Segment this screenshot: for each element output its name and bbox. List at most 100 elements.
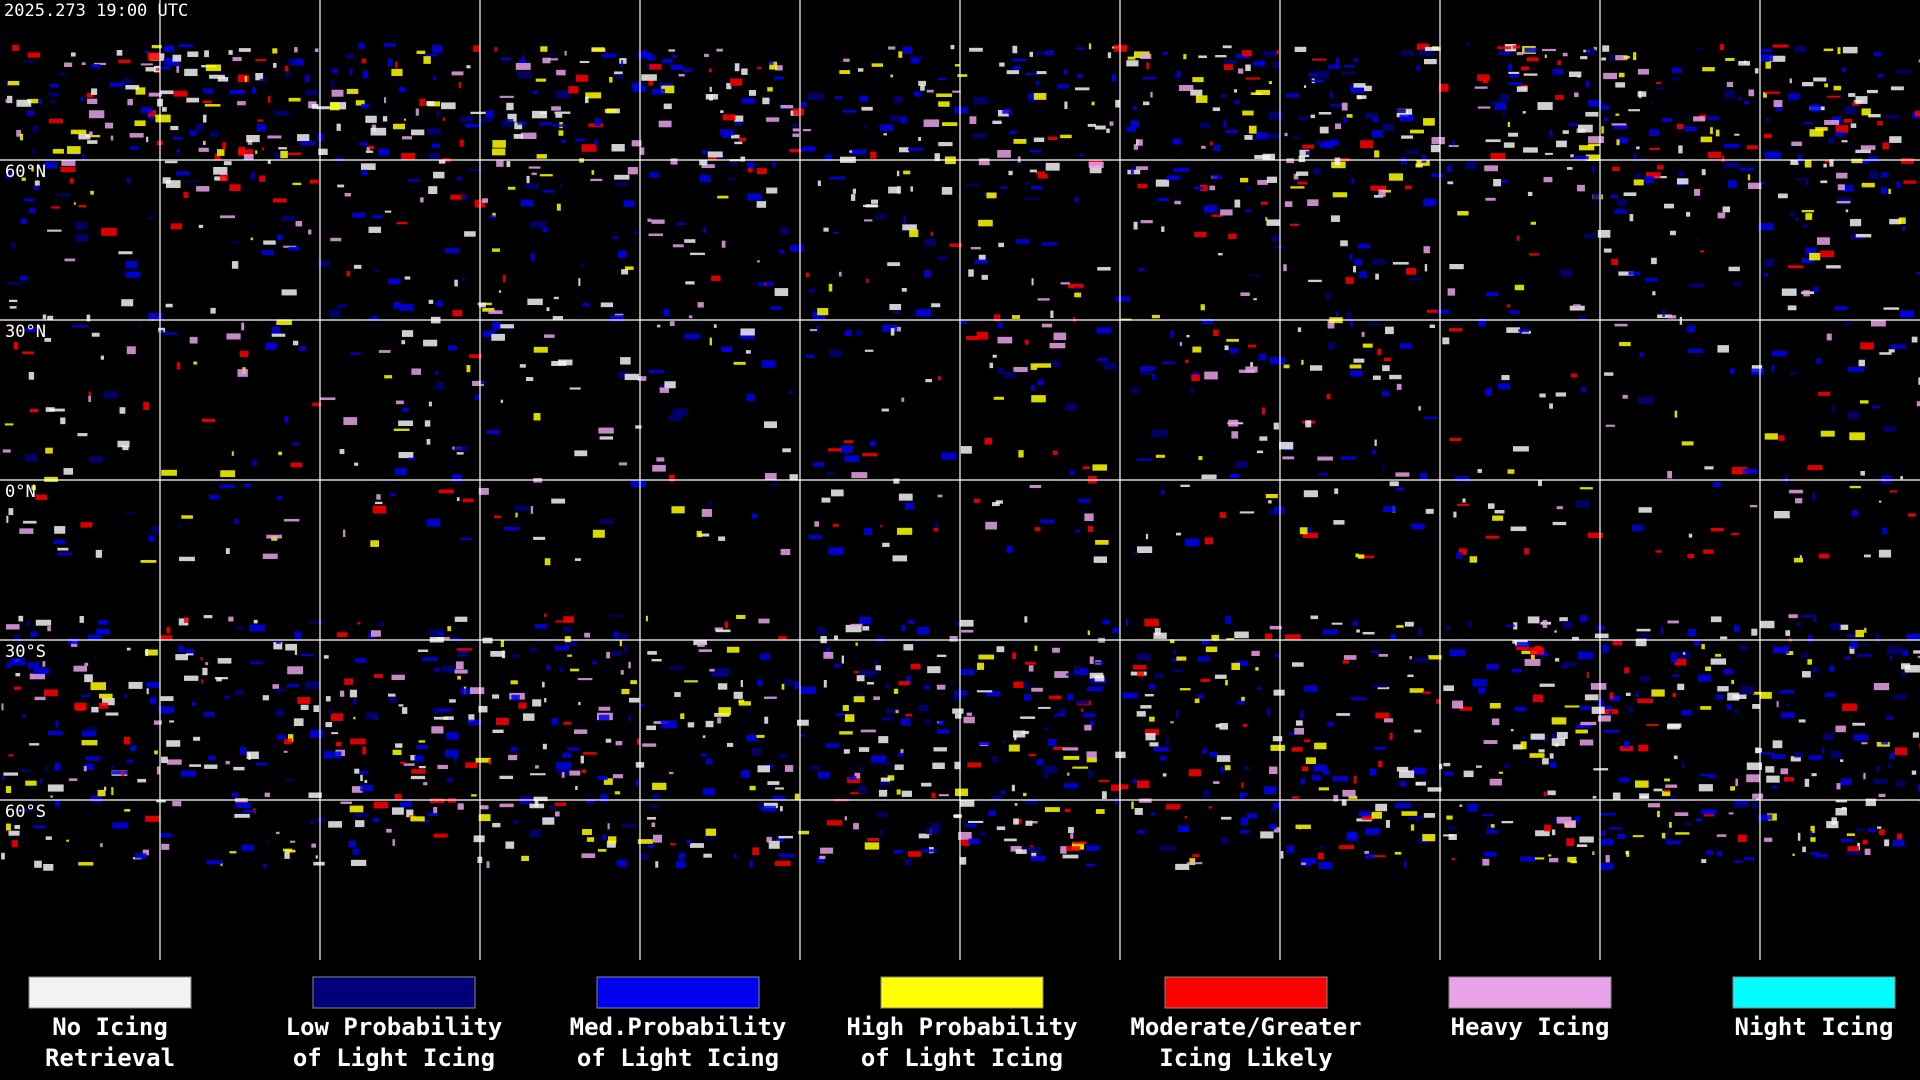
icing-speckle	[1667, 830, 1670, 837]
icing-speckle	[173, 90, 188, 97]
icing-speckle	[1358, 811, 1371, 817]
icing-speckle	[844, 455, 860, 463]
icing-speckle	[1843, 106, 1856, 115]
icing-speckle	[1093, 556, 1107, 563]
icing-speckle	[47, 229, 62, 232]
icing-speckle	[697, 302, 704, 308]
icing-speckle	[704, 834, 713, 840]
icing-speckle	[825, 743, 840, 748]
icing-speckle	[763, 696, 777, 699]
lat-label: 30°S	[5, 642, 46, 662]
icing-speckle	[901, 287, 907, 292]
icing-speckle	[43, 863, 54, 871]
icing-speckle	[387, 58, 393, 67]
icing-speckle	[843, 749, 850, 754]
icing-speckle	[1537, 479, 1542, 487]
icing-speckle	[832, 231, 839, 235]
icing-speckle	[1423, 416, 1438, 420]
icing-speckle	[19, 133, 24, 141]
icing-speckle	[764, 716, 769, 724]
icing-speckle	[1319, 845, 1326, 849]
icing-speckle	[598, 706, 611, 711]
icing-speckle	[1043, 766, 1057, 774]
icing-speckle	[1284, 132, 1288, 137]
icing-speckle	[816, 857, 825, 863]
icing-speckle	[1084, 724, 1092, 731]
icing-speckle	[1490, 824, 1495, 828]
icing-speckle	[882, 542, 890, 547]
icing-speckle	[316, 817, 326, 823]
icing-speckle	[1600, 813, 1617, 816]
icing-speckle	[873, 696, 880, 700]
icing-speckle	[501, 119, 514, 127]
icing-speckle	[328, 821, 343, 828]
icing-speckle	[459, 139, 464, 147]
icing-speckle	[1889, 490, 1898, 493]
icing-speckle	[164, 160, 178, 164]
icing-speckle	[375, 501, 383, 505]
icing-speckle	[1078, 498, 1091, 503]
icing-speckle	[805, 272, 810, 278]
icing-speckle	[1383, 506, 1396, 512]
icing-speckle	[58, 72, 66, 76]
icing-speckle	[11, 44, 19, 51]
icing-speckle	[556, 761, 572, 770]
icing-speckle	[1597, 229, 1611, 238]
icing-speckle	[1568, 71, 1582, 77]
icing-speckle	[1395, 472, 1410, 477]
icing-speckle	[1656, 81, 1662, 85]
icing-speckle	[867, 837, 880, 842]
icing-speckle	[842, 705, 849, 711]
icing-speckle	[1889, 218, 1902, 225]
icing-speckle	[255, 72, 264, 81]
icing-speckle	[823, 227, 829, 232]
icing-speckle	[155, 114, 171, 123]
icing-speckle	[395, 61, 398, 68]
icing-speckle	[1698, 784, 1713, 792]
icing-speckle	[1561, 621, 1573, 628]
icing-speckle	[1494, 102, 1507, 110]
icing-speckle	[1836, 172, 1848, 179]
icing-speckle	[1623, 740, 1630, 748]
icing-speckle	[1465, 161, 1475, 170]
icing-speckle	[1063, 69, 1068, 75]
icing-speckle	[1901, 671, 1906, 678]
icing-speckle	[1601, 126, 1604, 134]
icing-speckle	[16, 129, 22, 137]
icing-speckle	[1844, 322, 1854, 325]
icing-speckle	[1384, 718, 1394, 723]
icing-speckle	[530, 252, 535, 261]
icing-speckle	[702, 150, 709, 155]
icing-speckle	[828, 283, 833, 292]
icing-speckle	[670, 843, 676, 846]
icing-speckle	[842, 109, 857, 113]
icing-speckle	[1031, 851, 1037, 858]
icing-speckle	[47, 784, 64, 792]
icing-speckle	[1612, 640, 1623, 646]
icing-speckle	[1148, 683, 1156, 689]
icing-speckle	[959, 320, 968, 324]
icing-speckle	[1198, 55, 1207, 59]
icing-speckle	[981, 274, 988, 280]
icing-speckle	[450, 194, 466, 200]
icing-speckle	[234, 813, 250, 818]
icing-speckle	[1667, 315, 1677, 319]
icing-speckle	[1849, 485, 1861, 489]
icing-speckle	[1266, 133, 1280, 140]
icing-speckle	[1488, 387, 1492, 395]
icing-speckle	[1339, 845, 1355, 850]
icing-speckle	[997, 149, 1011, 158]
icing-speckle	[148, 535, 155, 542]
icing-speckle	[1389, 481, 1399, 487]
icing-speckle	[592, 529, 605, 538]
icing-speckle	[1079, 153, 1084, 157]
icing-speckle	[1217, 253, 1223, 256]
icing-speckle	[1684, 822, 1693, 826]
icing-speckle	[1012, 652, 1017, 659]
icing-speckle	[1259, 353, 1267, 361]
icing-speckle	[960, 669, 975, 675]
icing-speckle	[1860, 342, 1874, 350]
icing-speckle	[267, 159, 271, 164]
icing-speckle	[1873, 779, 1888, 785]
icing-speckle	[1521, 650, 1538, 655]
